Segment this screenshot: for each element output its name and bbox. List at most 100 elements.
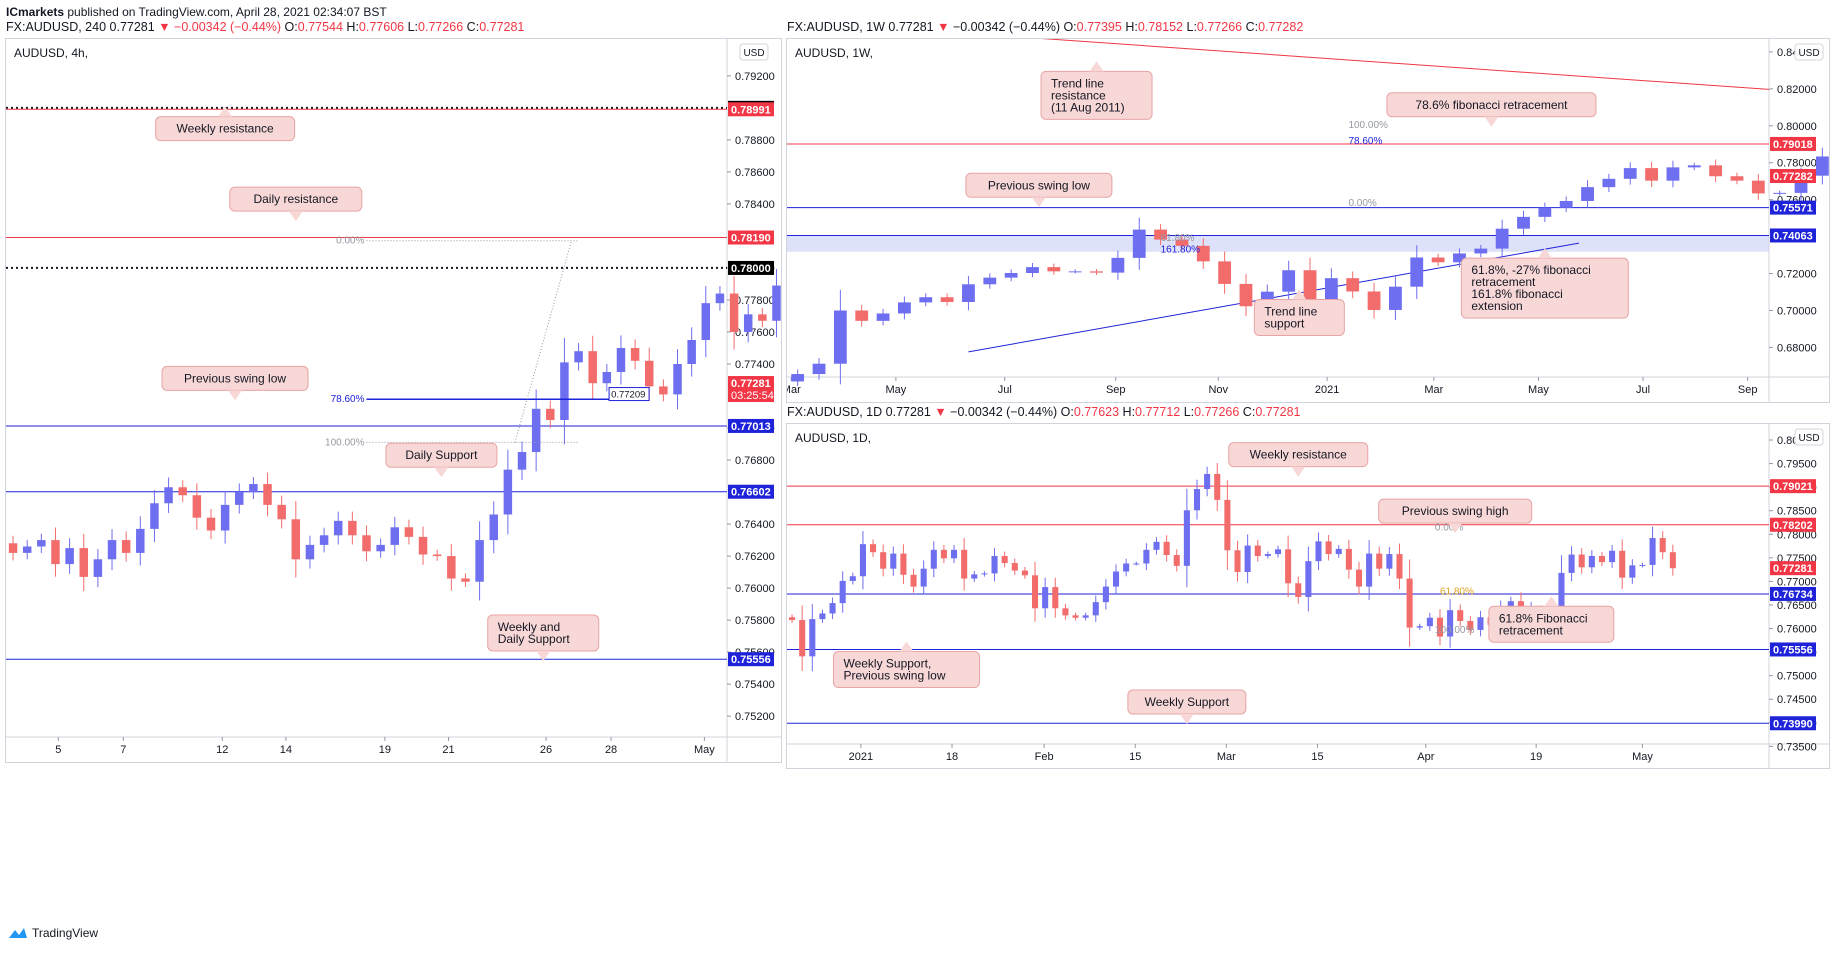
down-triangle-icon: ▼ bbox=[937, 20, 950, 34]
candle bbox=[1062, 603, 1069, 620]
callout-text-line: Previous swing low bbox=[843, 669, 945, 683]
candle-body bbox=[574, 351, 583, 363]
candle bbox=[880, 544, 887, 577]
fib-diagonal bbox=[514, 240, 572, 443]
callout-text-line: retracement bbox=[1499, 623, 1564, 637]
callout-text-line: 61.8% Fibonacci bbox=[1499, 611, 1588, 625]
tradingview-footer[interactable]: TradingView bbox=[8, 926, 98, 940]
time-tick-label: May bbox=[1528, 384, 1549, 396]
callout-text: Weekly Support bbox=[1145, 695, 1230, 709]
candle bbox=[305, 535, 315, 569]
d1-chart-panel[interactable]: 0.800000.795000.790000.785000.780000.775… bbox=[786, 423, 1830, 769]
candle-body bbox=[560, 362, 569, 421]
candle bbox=[1224, 480, 1231, 570]
candle bbox=[659, 379, 668, 402]
callout-text: Daily resistance bbox=[253, 192, 338, 206]
candle bbox=[1346, 271, 1360, 299]
candle-body bbox=[178, 487, 187, 496]
candle-body bbox=[1581, 187, 1594, 201]
candle bbox=[333, 511, 343, 545]
callout-text-line: Trend line bbox=[1051, 76, 1104, 90]
candle bbox=[1183, 488, 1190, 588]
candle bbox=[1538, 202, 1552, 223]
annotation-callout: Weekly resistance bbox=[1228, 442, 1369, 477]
small-price-box bbox=[608, 387, 650, 402]
callout-text: Daily Support bbox=[405, 448, 478, 462]
candle bbox=[1047, 263, 1061, 275]
candle bbox=[616, 335, 626, 385]
callout-pointer bbox=[1544, 596, 1559, 607]
candle-body bbox=[839, 580, 846, 604]
candle-body bbox=[333, 520, 343, 536]
candle bbox=[673, 349, 682, 410]
candle-body bbox=[1389, 286, 1402, 310]
candle bbox=[812, 358, 826, 380]
d1-symbol: FX:AUDUSD, 1D bbox=[787, 405, 883, 419]
candle-body bbox=[1325, 541, 1332, 555]
candle bbox=[93, 548, 103, 588]
callout-text-line: Previous swing high bbox=[1402, 504, 1509, 518]
candle-body bbox=[362, 535, 371, 552]
candle-body bbox=[121, 540, 131, 553]
candle-body bbox=[1173, 555, 1180, 566]
w1-chart-panel[interactable]: 0.840000.820000.800000.780000.760000.720… bbox=[786, 38, 1830, 403]
candle bbox=[1687, 162, 1701, 171]
annotation-callout: Trend line support bbox=[1253, 289, 1345, 337]
candle-body bbox=[1021, 570, 1028, 576]
candle bbox=[1031, 561, 1039, 622]
candle-body bbox=[930, 549, 937, 569]
callout-text: Trend line resistance (11 Aug 2011) bbox=[1051, 76, 1125, 114]
candle bbox=[1102, 579, 1109, 610]
annotation-callout: Daily resistance bbox=[229, 186, 363, 222]
candle-body bbox=[1447, 610, 1454, 637]
candle bbox=[890, 546, 897, 576]
candle-body bbox=[687, 339, 696, 364]
candle bbox=[319, 527, 329, 553]
candle bbox=[809, 604, 816, 672]
candle-body bbox=[890, 553, 897, 569]
candle bbox=[1175, 235, 1189, 251]
candle bbox=[51, 527, 60, 577]
candle bbox=[1436, 609, 1444, 646]
candle-body bbox=[715, 293, 725, 304]
price-tick-label: 0.75400 bbox=[735, 679, 775, 691]
candle bbox=[1367, 282, 1381, 319]
candle-body bbox=[940, 297, 954, 303]
level-price-box bbox=[728, 484, 774, 499]
price-tick-label: 0.75000 bbox=[1777, 671, 1817, 683]
candle bbox=[1578, 548, 1585, 574]
candle-body bbox=[447, 556, 456, 579]
candle bbox=[701, 286, 711, 358]
price-tick-label: 0.76200 bbox=[735, 551, 775, 563]
candle bbox=[1669, 544, 1676, 576]
candle-body bbox=[971, 574, 978, 579]
candle-body bbox=[418, 536, 428, 555]
callout-text: 61.8%, -27% fibonacci retracement 161.8% f… bbox=[1471, 263, 1590, 313]
candle-body bbox=[1264, 554, 1271, 556]
fib-zone bbox=[787, 235, 1769, 252]
h4-chart-panel[interactable]: 0.79200 0.78800 0.78600 0.78400 0.78000 0.778… bbox=[5, 38, 782, 763]
candle-body bbox=[517, 452, 527, 470]
candle bbox=[22, 540, 32, 560]
candle-body bbox=[758, 314, 767, 321]
candle-body bbox=[235, 492, 244, 505]
candle-body bbox=[859, 544, 866, 577]
candle bbox=[503, 449, 513, 535]
annotation-callout: Trend line resistance (11 Aug 2011) bbox=[1040, 61, 1153, 120]
d1-change: −0.00342 (−0.44%) bbox=[950, 405, 1058, 419]
callout-text: Previous swing low bbox=[184, 371, 286, 385]
time-tick-label: 28 bbox=[605, 744, 617, 756]
fib-label: 78.60% bbox=[1348, 136, 1382, 147]
candle bbox=[829, 597, 836, 620]
candle-body bbox=[791, 374, 805, 382]
callout-text: Previous swing low bbox=[988, 178, 1090, 192]
candle bbox=[799, 605, 806, 671]
candle bbox=[277, 495, 286, 529]
candle bbox=[1396, 543, 1403, 590]
candle-body bbox=[489, 514, 498, 541]
h4-high: 0.77606 bbox=[358, 20, 405, 34]
level-price-label: 0.78000 bbox=[731, 263, 771, 275]
callout-pointer bbox=[434, 467, 449, 478]
candle bbox=[1173, 549, 1180, 572]
candle-body bbox=[1751, 180, 1765, 194]
